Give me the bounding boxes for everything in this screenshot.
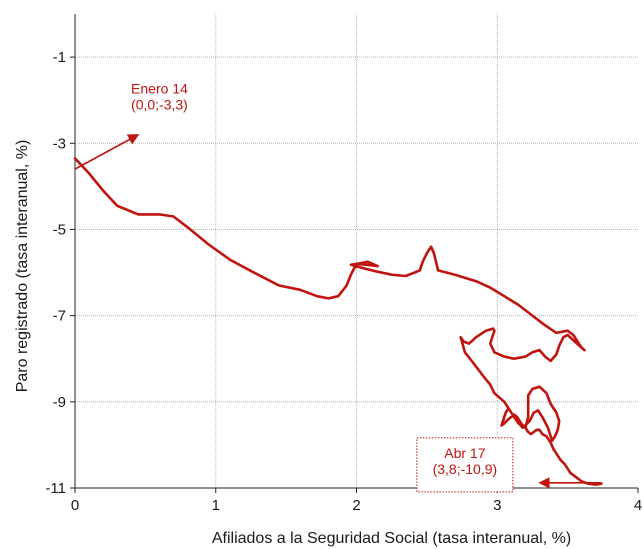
x-tick-label: 4 — [634, 497, 642, 514]
y-tick-label: -1 — [53, 49, 66, 66]
annotation-box — [416, 437, 514, 493]
y-tick-label: -7 — [53, 308, 66, 325]
x-tick-label: 2 — [352, 497, 360, 514]
annotation-label: Enero 14 — [131, 81, 188, 97]
x-tick-label: 3 — [493, 497, 501, 514]
y-tick-label: -9 — [53, 394, 66, 411]
annotation-coords: (0,0;-3,3) — [131, 97, 188, 113]
annotation-coords: (3,8;-10,9) — [433, 461, 498, 477]
x-tick-label: 0 — [71, 497, 79, 514]
y-axis-label: Paro registrado (tasa interanual, %) — [14, 140, 31, 393]
x-tick-label: 1 — [212, 497, 220, 514]
annotation-label: Abr 17 — [444, 445, 485, 461]
y-tick-label: -11 — [45, 480, 66, 497]
y-tick-label: -3 — [53, 135, 66, 152]
x-axis-label: Afiliados a la Seguridad Social (tasa in… — [212, 530, 571, 547]
y-tick-label: -5 — [53, 221, 66, 238]
annotation-arrow — [74, 133, 140, 170]
series-line — [73, 157, 603, 486]
